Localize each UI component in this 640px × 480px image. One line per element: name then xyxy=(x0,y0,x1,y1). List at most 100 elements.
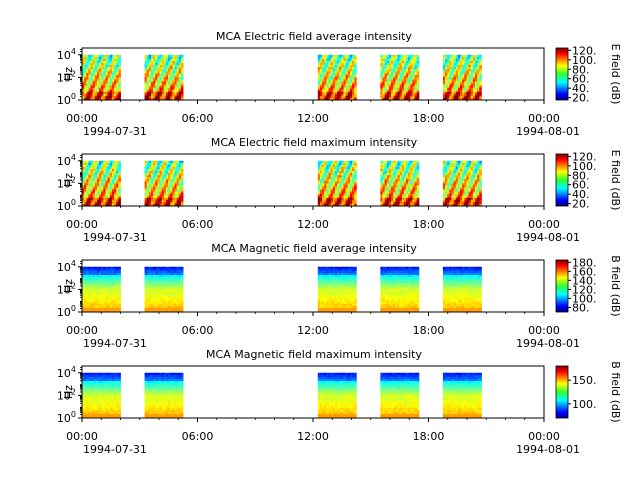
spectrogram-cell xyxy=(354,195,357,199)
spectrogram-cell xyxy=(96,183,100,186)
spectrogram-cell xyxy=(82,187,85,190)
spectrogram-cell xyxy=(445,77,448,80)
spectrogram-cell xyxy=(105,268,109,272)
spectrogram-cell xyxy=(408,195,411,199)
spectrogram-cell xyxy=(453,65,457,68)
spectrogram-cell xyxy=(332,83,336,87)
spectrogram-cell xyxy=(161,270,165,274)
spectrogram-cell xyxy=(401,87,405,91)
spectrogram-cell xyxy=(317,87,321,91)
spectrogram-cell xyxy=(174,93,178,97)
spectrogram-cell xyxy=(386,193,390,197)
spectrogram-cell xyxy=(397,54,401,58)
spectrogram-cell xyxy=(103,193,106,197)
spectrogram-cell xyxy=(466,58,470,62)
spectrogram-cell xyxy=(330,83,334,87)
spectrogram-cell xyxy=(386,56,390,60)
spectrogram-cell xyxy=(460,95,463,99)
spectrogram-cell xyxy=(412,60,415,64)
spectrogram-cell xyxy=(332,195,336,199)
spectrogram-cell xyxy=(148,65,152,68)
spectrogram-cell xyxy=(170,81,173,84)
spectrogram-cell xyxy=(345,71,349,74)
spectrogram-cell xyxy=(92,299,96,303)
spectrogram-cell xyxy=(470,195,474,199)
colorbar-tick-label: 100. xyxy=(572,160,597,173)
spectrogram-cell xyxy=(464,87,467,91)
spectrogram-cell xyxy=(109,160,113,164)
spectrogram-cell xyxy=(150,195,154,199)
spectrogram-cell xyxy=(380,97,383,101)
spectrogram-cell xyxy=(326,67,329,70)
spectrogram-cell xyxy=(90,60,94,64)
spectrogram-cell xyxy=(116,177,119,180)
spectrogram-cell xyxy=(82,305,85,309)
spectrogram-cell xyxy=(451,169,455,172)
spectrogram-cell xyxy=(468,54,472,58)
spectrogram-cell xyxy=(174,162,178,166)
spectrogram-cell xyxy=(399,189,403,193)
spectrogram-cell xyxy=(174,281,178,284)
spectrogram-cell xyxy=(445,203,448,207)
spectrogram-cell xyxy=(341,177,344,180)
spectrogram-cell xyxy=(457,160,461,164)
spectrogram-cell xyxy=(105,85,109,89)
spectrogram-cell xyxy=(116,97,119,101)
spectrogram-cell xyxy=(103,87,106,91)
spectrogram-cell xyxy=(176,166,180,170)
spectrogram-cell xyxy=(408,73,411,76)
spectrogram-cell xyxy=(178,272,182,276)
y-axis-label: Hz xyxy=(62,67,75,81)
spectrogram-cell xyxy=(144,268,148,272)
spectrogram-cell xyxy=(168,309,171,313)
spectrogram-cell xyxy=(116,277,119,280)
spectrogram-cell xyxy=(107,91,111,95)
spectrogram-cell xyxy=(457,171,461,174)
spectrogram-cell xyxy=(479,160,482,164)
spectrogram-cell xyxy=(82,54,85,58)
spectrogram-cell xyxy=(395,93,398,97)
spectrogram-cell xyxy=(352,91,355,95)
spectrogram-cell xyxy=(414,58,418,62)
spectrogram-cell xyxy=(386,169,390,172)
spectrogram-cell xyxy=(332,164,336,168)
spectrogram-cell xyxy=(462,164,465,168)
spectrogram-cell xyxy=(94,181,98,184)
spectrogram-cell xyxy=(337,193,340,197)
spectrogram-cell xyxy=(109,279,113,282)
spectrogram-cell xyxy=(170,285,173,288)
spectrogram-cell xyxy=(94,297,98,301)
spectrogram-cell xyxy=(178,81,182,84)
spectrogram-cell xyxy=(386,171,390,174)
spectrogram-cell xyxy=(408,93,411,97)
spectrogram-cell xyxy=(176,299,180,303)
spectrogram-cell xyxy=(324,83,327,87)
spectrogram-cell xyxy=(352,73,355,76)
spectrogram-cell xyxy=(337,67,340,70)
spectrogram-cell xyxy=(148,201,152,205)
spectrogram-cell xyxy=(382,160,386,164)
spectrogram-cell xyxy=(354,60,357,64)
spectrogram-cell xyxy=(341,75,344,78)
spectrogram-cell xyxy=(176,97,180,101)
spectrogram-cell xyxy=(111,277,115,280)
spectrogram-cell xyxy=(414,173,418,176)
spectrogram-cell xyxy=(159,173,163,176)
spectrogram-cell xyxy=(105,166,109,170)
spectrogram-cell xyxy=(114,58,117,62)
spectrogram-cell xyxy=(163,191,167,195)
spectrogram-cell xyxy=(174,299,178,303)
spectrogram-cell xyxy=(319,193,323,197)
spectrogram-cell xyxy=(393,85,396,89)
spectrogram-cell xyxy=(155,277,158,280)
spectrogram-cell xyxy=(445,75,448,78)
spectrogram-cell xyxy=(388,73,392,76)
spectrogram-cell xyxy=(103,301,106,305)
spectrogram-cell xyxy=(403,197,407,201)
spectrogram-cell xyxy=(84,195,87,199)
spectrogram-cell xyxy=(101,268,104,272)
spectrogram-cell xyxy=(328,173,332,176)
spectrogram-cell xyxy=(343,201,347,205)
spectrogram-cell xyxy=(470,71,474,74)
spectrogram-cell xyxy=(326,162,329,166)
